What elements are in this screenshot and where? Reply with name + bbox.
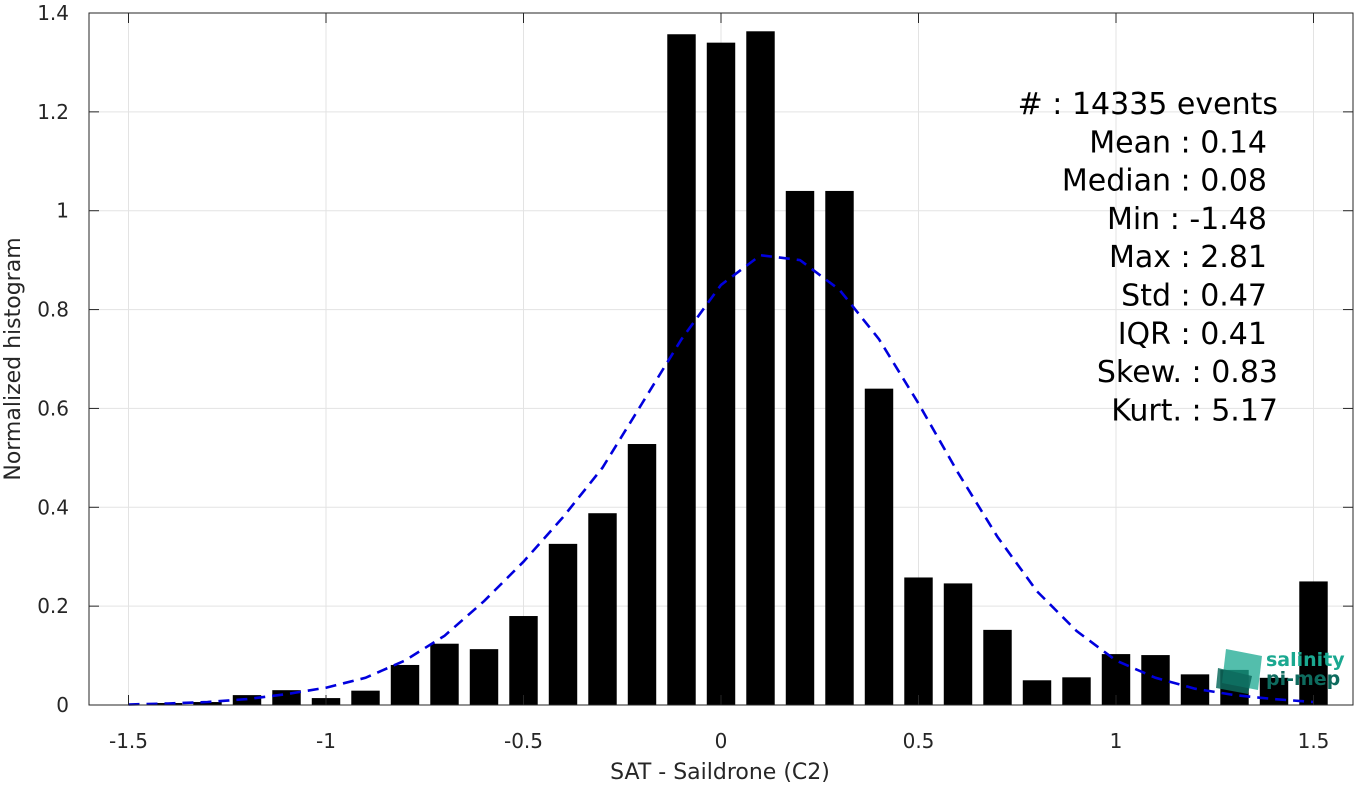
histogram-bar [193, 702, 222, 705]
histogram-bar [706, 42, 736, 705]
x-tick-labels: -1.5 -1 -0.5 0 0.5 1 1.5 [109, 729, 1329, 753]
stats-line: Skew. : 0.83 [1097, 355, 1278, 390]
histogram-bar [943, 583, 973, 705]
y-tick-label: 1.4 [37, 1, 69, 25]
y-tick-label: 1 [56, 199, 69, 223]
logo-text-pi-mep: pi-mep [1266, 668, 1340, 690]
histogram-bar [864, 388, 894, 705]
histogram-bar [1299, 581, 1328, 705]
gaussian-fit-curve [128, 253, 1314, 706]
histogram-bar [469, 649, 499, 705]
x-tick-label: 0 [715, 729, 728, 753]
histogram-bar [351, 690, 380, 705]
histogram-bar [746, 31, 775, 705]
stats-line: Kurt. : 5.17 [1111, 393, 1278, 428]
y-tick-label: 0.8 [37, 298, 69, 322]
y-tick-label: 0.2 [37, 594, 69, 618]
x-tick-label: -0.5 [504, 729, 543, 753]
histogram-bar [667, 34, 696, 706]
stats-line: # : 14335 events [1018, 87, 1278, 122]
histogram-bar [509, 616, 538, 705]
y-tick-label: 0.6 [37, 396, 69, 420]
stats-line: IQR : 0.41 [1118, 317, 1267, 352]
stats-line: Mean : 0.14 [1089, 125, 1267, 160]
histogram-bar [1022, 680, 1052, 705]
stats-line: Min : -1.48 [1107, 202, 1267, 237]
histogram-bar [627, 444, 657, 705]
histogram-bar [588, 513, 617, 705]
x-tick-label: 1 [1110, 729, 1123, 753]
y-tick-label: 0 [56, 693, 69, 717]
histogram-bar [983, 629, 1012, 705]
x-tick-label: -1.5 [109, 729, 148, 753]
y-tick-labels: 0 0.2 0.4 0.6 0.8 1 1.2 1.4 [37, 1, 69, 717]
logo-shape-dark [1216, 668, 1252, 694]
histogram-bar [825, 190, 854, 705]
salinity-pi-mep-logo: salinity pi-mep [1216, 649, 1345, 694]
bars [114, 31, 1328, 706]
histogram-bar [1062, 677, 1091, 705]
stats-line: Median : 0.08 [1062, 164, 1267, 199]
y-tick-label: 0.4 [37, 495, 69, 519]
histogram-bar [1141, 655, 1170, 705]
x-tick-label: -1 [316, 729, 336, 753]
histogram-bar [785, 190, 815, 705]
axis-ticks [89, 12, 1353, 706]
histogram-bar [430, 643, 459, 705]
y-axis-label: Normalized histogram [1, 237, 26, 480]
logo-text-salinity: salinity [1266, 649, 1345, 671]
stats-line: Max : 2.81 [1109, 240, 1267, 275]
histogram-bar [390, 664, 420, 705]
x-tick-label: 1.5 [1298, 729, 1330, 753]
histogram-bar [548, 543, 578, 705]
stats-line: Std : 0.47 [1121, 279, 1267, 314]
histogram-bar [904, 577, 933, 705]
y-tick-label: 1.2 [37, 100, 69, 124]
x-axis-label: SAT - Saildrone (C2) [610, 760, 830, 785]
x-tick-label: 0.5 [903, 729, 935, 753]
